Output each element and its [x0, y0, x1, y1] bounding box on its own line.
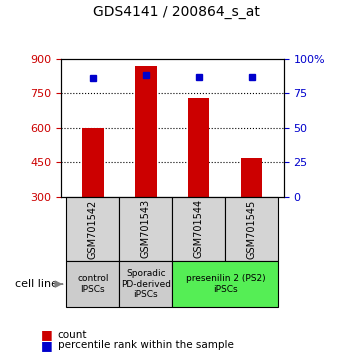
Bar	[172, 261, 278, 307]
Text: ■: ■	[41, 339, 53, 352]
Text: percentile rank within the sample: percentile rank within the sample	[58, 340, 234, 350]
Text: presenilin 2 (PS2)
iPSCs: presenilin 2 (PS2) iPSCs	[186, 274, 265, 294]
Text: Sporadic
PD-derived
iPSCs: Sporadic PD-derived iPSCs	[121, 269, 171, 299]
Bar	[66, 261, 119, 307]
Text: GSM701545: GSM701545	[247, 199, 257, 258]
Text: cell line: cell line	[16, 279, 58, 289]
Text: GDS4141 / 200864_s_at: GDS4141 / 200864_s_at	[94, 5, 260, 19]
Text: GSM701542: GSM701542	[88, 199, 98, 258]
Bar	[241, 158, 262, 197]
Text: control
IPSCs: control IPSCs	[77, 274, 109, 294]
Bar	[172, 197, 225, 261]
Bar	[82, 128, 103, 197]
Bar	[188, 98, 209, 197]
Bar	[135, 65, 156, 197]
Bar	[119, 197, 172, 261]
Text: GSM701544: GSM701544	[194, 199, 204, 258]
Bar	[66, 197, 119, 261]
Text: ■: ■	[41, 328, 53, 341]
Text: GSM701543: GSM701543	[141, 199, 151, 258]
Bar	[225, 197, 278, 261]
Text: count: count	[58, 330, 87, 339]
Bar	[119, 261, 172, 307]
